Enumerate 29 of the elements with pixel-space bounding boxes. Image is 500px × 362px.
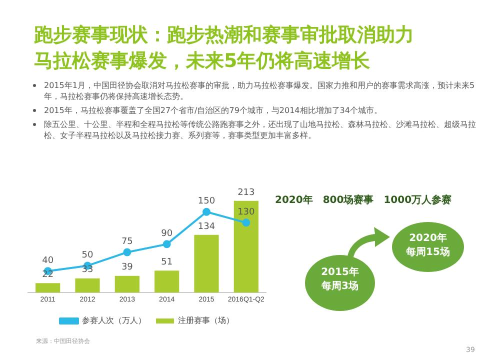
bar [36,283,60,293]
data-label: 40 [42,256,54,266]
point [162,240,171,248]
text: 除五公里、十公里、半程和全程马拉松等传统公路跑赛事之外，还出现了山地马拉松、森林马拉松、沙滩马拉松、超级马拉松、女子半程马拉松以及马拉松接力赛、系列赛等，赛事类型更加丰富多样。 [44,119,477,141]
data-label: 90 [161,229,173,240]
data-label: 75 [121,237,133,248]
chart-title: 跑步赛事现状：跑步热潮和赛事审批取消助力马拉松赛事爆发，未来5年仍将高速增长 [34,23,414,74]
text: 2015年，马拉松赛事覆盖了全国27个省市/自治区的79个城市，与2014相比增加了34个城市。 [44,105,383,116]
text: 2015年每周3场 [320,266,360,294]
bar [194,234,219,293]
point [123,248,132,256]
bar [114,276,140,293]
data-label: 213 [238,188,255,198]
data-label: 50 [82,250,94,261]
data-label: 130 [238,208,256,218]
legend-label: 注册赛事（场） [178,316,234,326]
data-label: 150 [198,196,216,207]
text: 2020年每周15场 [406,232,450,260]
point [242,218,250,227]
point [202,208,210,216]
bar [234,200,258,293]
data-label: 39 [121,262,134,273]
data-label: 51 [161,257,173,268]
data-label: 134 [198,222,216,232]
legend-label: 参赛人次（万人） [82,316,146,326]
bar [154,270,180,293]
bar [75,278,100,293]
text: 2020年 800场赛事 1000万人参赛 [275,193,452,207]
text: 2015年1月，中国田径协会取消对马拉松赛事的审批，助力马拉松赛事爆发。国家力推和用户的赛事需求高涨，预计未来5年，马拉松赛事仍将保持高速增长态势。 [44,80,476,102]
